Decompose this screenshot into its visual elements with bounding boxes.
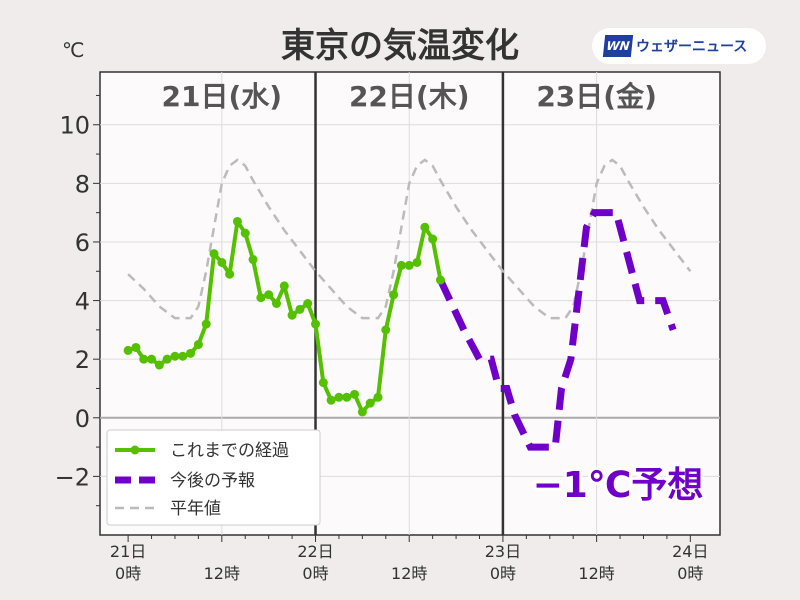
observed-point [225,269,235,279]
normal-line [127,158,692,320]
x-tick-label: 12時 [578,564,614,583]
observed-point [123,345,133,355]
y-tick-label: 6 [75,229,90,257]
weathernews-logo: WN ウェザーニュース [592,28,766,64]
observed-point [264,290,274,300]
y-tick-label: 0 [75,405,90,433]
legend-label: これまでの経過 [170,441,289,461]
observed-point [201,319,211,329]
x-tick-label: 22日 [297,542,333,561]
y-tick-label: 4 [75,288,90,316]
observed-point [311,319,321,329]
chart-title: 東京の気温変化 [281,26,519,66]
logo-text: ウェザーニュース [636,39,748,55]
observed-point [287,310,297,320]
observed-point [232,216,242,226]
observed-point [412,257,422,267]
observed-point [365,398,375,408]
observed-point [326,395,336,405]
x-tick-label: 0時 [490,564,516,583]
day-label: 22日(木) [349,80,470,113]
y-axis-unit: ℃ [62,38,85,62]
observed-point [428,234,438,244]
observed-point [271,299,281,308]
observed-point [420,222,430,232]
observed-point [404,260,414,270]
x-tick-label: 21日 [110,542,146,561]
observed-point [170,351,180,361]
observed-point [373,392,383,402]
observed-point [357,407,367,417]
x-tick-label: 12時 [204,564,240,583]
x-tick-label: 0時 [115,564,141,583]
observed-point [256,293,266,303]
observed-point [318,378,328,388]
observed-point [147,354,157,364]
observed-point [178,351,188,361]
legend-marker-observed [130,445,140,455]
observed-point [350,389,360,399]
observed-point [193,340,203,350]
observed-point [131,342,141,352]
observed-point [303,299,313,308]
x-tick-label: 0時 [677,564,703,583]
day-label: 23日(金) [536,80,657,113]
observed-point [186,348,196,358]
y-tick-label: −2 [55,463,90,491]
y-tick-label: 2 [75,346,90,374]
observed-point [334,392,344,402]
observed-point [435,275,445,285]
observed-point [389,290,399,300]
observed-point [139,354,149,364]
legend-label: 平年値 [170,499,221,519]
x-tick-label: 12時 [391,564,427,583]
observed-point [295,304,305,314]
y-tick-label: 10 [59,112,90,140]
x-tick-label: 0時 [302,564,328,583]
observed-point [217,257,227,267]
x-tick-label: 23日 [485,542,521,561]
x-tick-label: 24日 [672,542,708,561]
observed-point [381,325,391,335]
legend-box [106,429,321,526]
logo-mark: WN [602,35,634,57]
day-label: 21日(水) [162,80,283,113]
y-tick-label: 8 [75,170,90,198]
observed-point [240,228,250,238]
observed-point [279,281,289,291]
observed-point [154,360,164,370]
legend-label: 今後の予報 [170,471,255,491]
min-temp-annotation: −1℃予想 [533,465,704,506]
observed-point [342,392,352,402]
observed-point [209,249,219,259]
observed-point [248,255,258,265]
observed-point [396,260,406,270]
observed-point [162,354,172,364]
